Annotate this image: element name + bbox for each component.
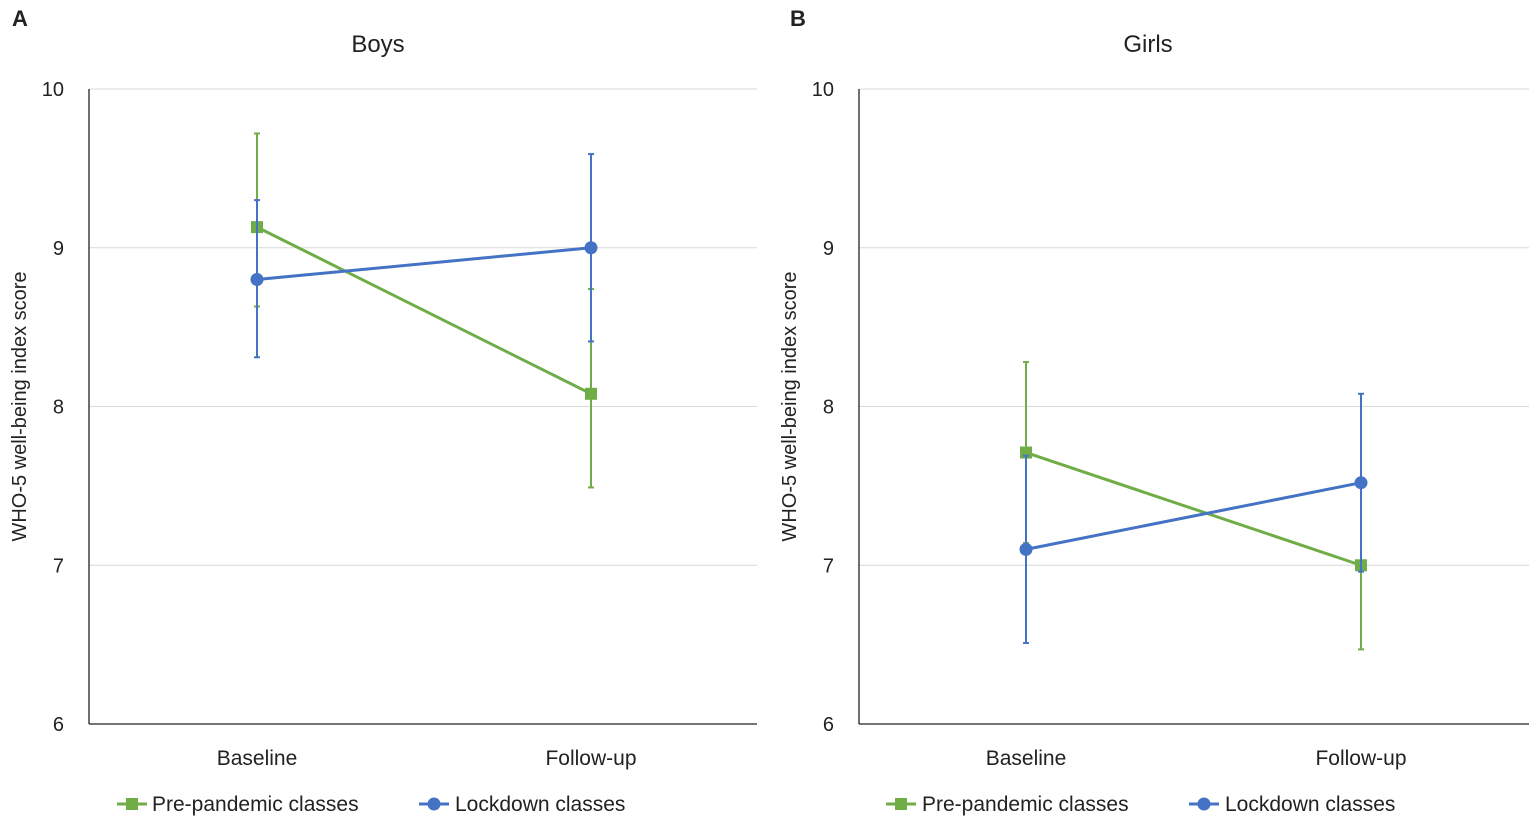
series-lockdown: [250, 153, 598, 359]
x-tick-label: Follow-up: [545, 747, 636, 770]
series-pre_pandemic: [251, 132, 597, 489]
series-line: [1025, 451, 1362, 567]
y-tick-label: 7: [823, 555, 834, 577]
y-tick-label: 6: [823, 714, 834, 736]
series-line: [256, 225, 592, 396]
legend: Pre-pandemic classes Lockdown classes: [886, 793, 1395, 816]
y-tick-label: 6: [53, 714, 64, 736]
chart-title: Girls: [1123, 31, 1172, 58]
chart-panel-b: B Girls 6 7 8 9 10 WHO-5 well-being index score…: [779, 6, 1529, 816]
legend-label: Pre-pandemic classes: [922, 793, 1129, 816]
y-tick-label: 9: [53, 238, 64, 260]
legend-marker-circle: [427, 797, 441, 811]
y-axis-label: WHO-5 well-being index score: [779, 271, 801, 541]
series-line: [256, 246, 592, 281]
legend-marker-square: [126, 798, 138, 810]
y-tick-label: 8: [53, 397, 64, 419]
legend-label: Pre-pandemic classes: [152, 793, 359, 816]
series-line: [1025, 481, 1362, 551]
y-axis-label: WHO-5 well-being index score: [9, 271, 31, 541]
x-tick-label: Baseline: [986, 747, 1067, 770]
legend-label: Lockdown classes: [455, 793, 625, 816]
data-point-square: [585, 387, 597, 400]
legend-label: Lockdown classes: [1225, 793, 1395, 816]
y-tick-label: 10: [812, 79, 834, 101]
data-point-circle: [584, 241, 598, 255]
legend-marker-square: [895, 798, 907, 810]
x-tick-label: Follow-up: [1315, 747, 1406, 770]
chart-panel-a: A Boys 6 7 8 9 10 WHO-5 well-being index score B…: [9, 6, 757, 816]
data-point-circle: [250, 273, 264, 286]
data-point-circle: [1354, 476, 1368, 490]
x-tick-label: Baseline: [217, 747, 298, 770]
y-tick-label: 9: [823, 238, 834, 260]
y-tick-label: 7: [53, 555, 64, 577]
panel-letter: A: [12, 6, 28, 31]
series-lockdown: [1019, 392, 1368, 645]
series-pre_pandemic: [1020, 361, 1367, 651]
chart-title: Boys: [351, 31, 404, 58]
panel-letter: B: [790, 6, 806, 31]
y-tick-label: 8: [823, 397, 834, 419]
legend-marker-circle: [1197, 797, 1211, 811]
data-point-circle: [1019, 542, 1033, 556]
y-tick-label: 10: [42, 79, 64, 101]
legend: Pre-pandemic classes Lockdown classes: [117, 793, 625, 816]
